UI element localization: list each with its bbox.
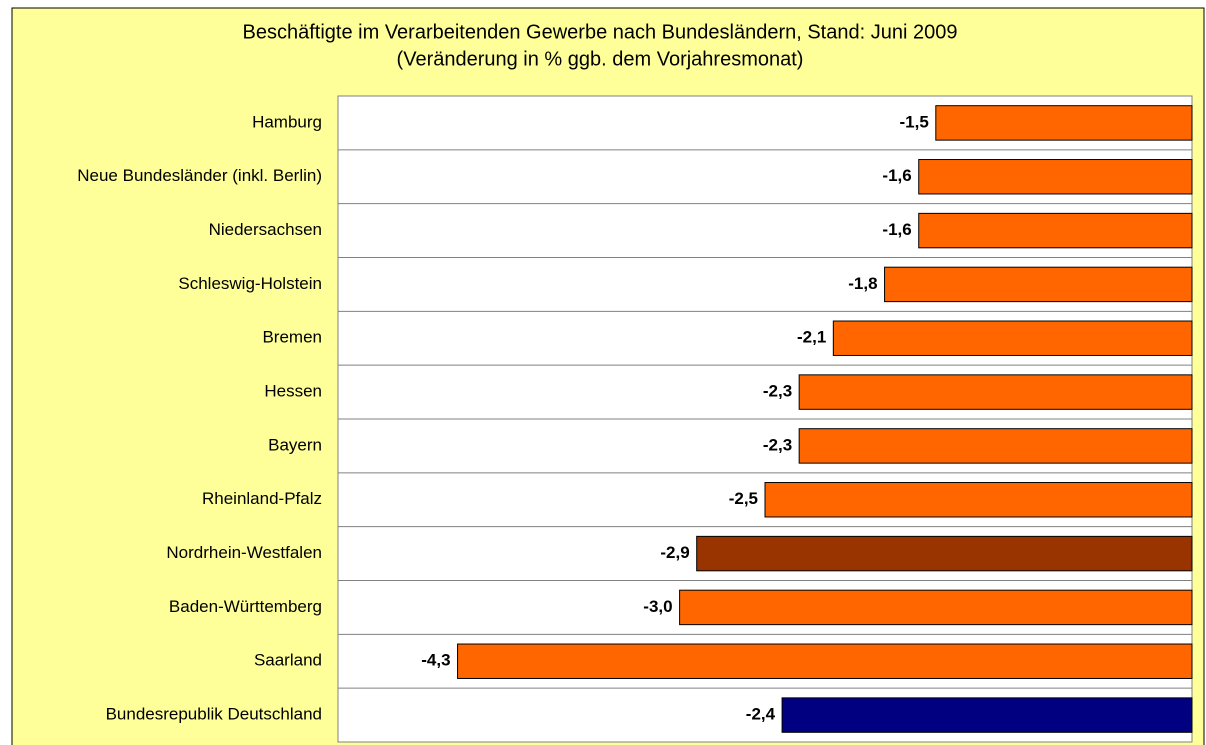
- data-label: -1,6: [882, 220, 911, 239]
- category-label: Baden-Württemberg: [169, 597, 322, 616]
- bar: [918, 212, 1193, 249]
- chart-subtitle: (Veränderung in % ggb. dem Vorjahresmona…: [397, 48, 804, 70]
- category-label: Rheinland-Pfalz: [202, 489, 322, 508]
- category-label: Neue Bundesländer (inkl. Berlin): [77, 166, 322, 185]
- data-label: -2,4: [746, 705, 776, 724]
- bar: [764, 482, 1193, 518]
- category-label: Bundesrepublik Deutschland: [106, 705, 322, 724]
- data-label: -4,3: [421, 651, 450, 670]
- data-label: -3,0: [643, 597, 672, 616]
- bar: [935, 105, 1193, 141]
- data-label: -2,1: [797, 328, 826, 347]
- data-label: -1,8: [848, 274, 877, 293]
- data-label: -2,5: [729, 489, 758, 508]
- bar: [457, 643, 1193, 679]
- category-label: Hessen: [264, 382, 322, 401]
- category-label: Bremen: [262, 328, 322, 347]
- data-label: -2,3: [763, 382, 792, 401]
- bar: [798, 428, 1193, 464]
- bar: [696, 535, 1193, 572]
- category-label: Hamburg: [252, 112, 322, 131]
- category-label: Niedersachsen: [209, 220, 322, 239]
- bar: [832, 320, 1193, 356]
- bar: [781, 697, 1193, 733]
- data-label: -2,9: [660, 543, 689, 562]
- bar: [679, 589, 1193, 626]
- data-label: -1,6: [882, 166, 911, 185]
- category-label: Bayern: [268, 435, 322, 454]
- category-label: Nordrhein-Westfalen: [166, 543, 322, 562]
- data-label: -1,5: [900, 112, 929, 131]
- category-label: Saarland: [254, 651, 322, 670]
- bar: [884, 266, 1193, 303]
- chart-title: Beschäftigte im Verarbeitenden Gewerbe n…: [243, 21, 958, 43]
- bar: [798, 374, 1193, 410]
- data-label: -2,3: [763, 435, 792, 454]
- bar: [918, 159, 1193, 195]
- category-label: Schleswig-Holstein: [178, 274, 322, 293]
